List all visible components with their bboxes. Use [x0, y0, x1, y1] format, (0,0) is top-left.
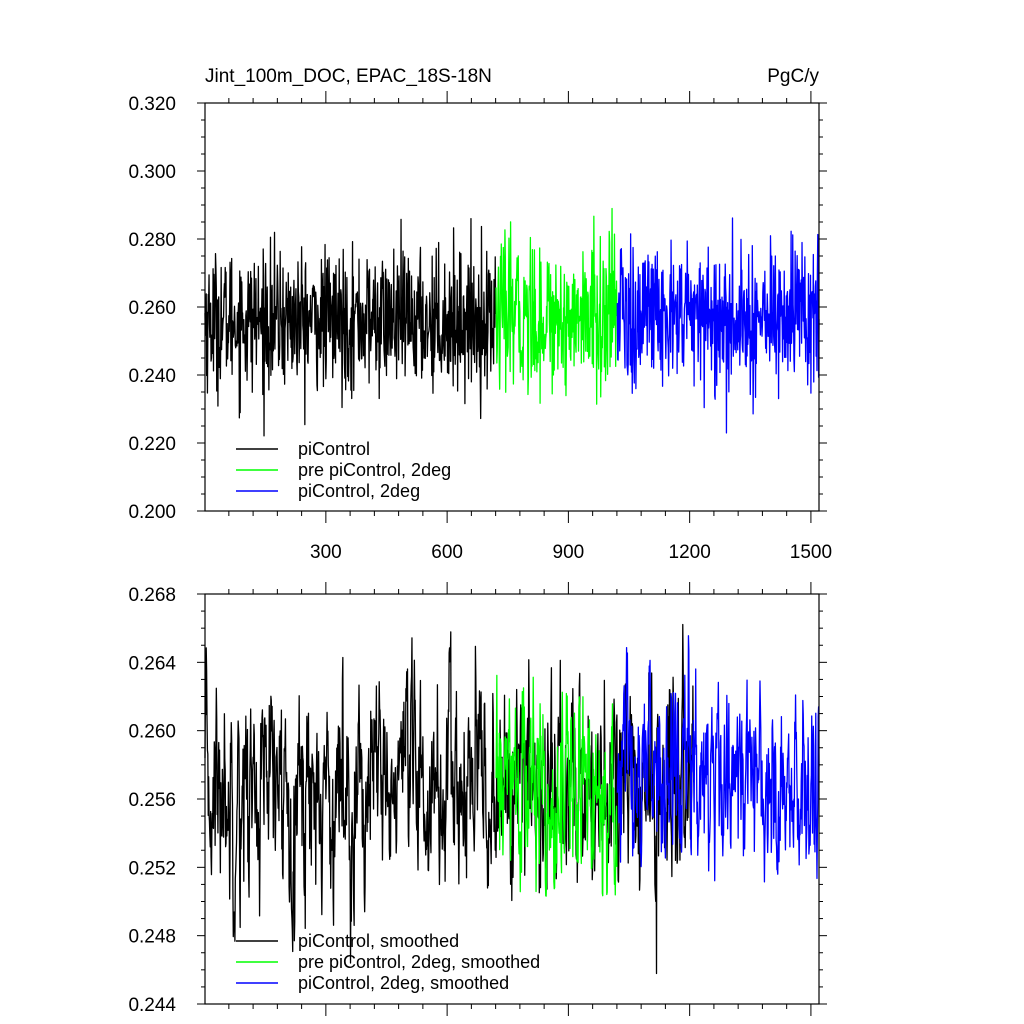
series-line-2 [616, 217, 820, 434]
legend-label: piControl, 2deg [298, 481, 420, 501]
chart-title: Jint_100m_DOC, EPAC_18S-18N [205, 66, 492, 87]
y-tick-label: 0.280 [128, 230, 176, 251]
x-tick-label: 300 [310, 542, 342, 563]
x-tick-label: 1200 [669, 542, 711, 563]
bottom-panel: 0.244 0.248 0.252 0.256 0.260 0.264 0.268 piCon… [128, 582, 827, 1016]
units-label: PgC/y [767, 66, 819, 87]
series-line-2 [616, 635, 820, 883]
top-panel: 0.200 0.220 0.240 0.260 0.280 0.300 0.320 300 60… [128, 91, 832, 563]
y-tick-label: 0.252 [128, 858, 176, 879]
x-tick-label: 1500 [790, 542, 832, 563]
y-tick-label: 0.260 [128, 298, 176, 319]
y-tick-label: 0.200 [128, 502, 176, 523]
y-tick-label: 0.220 [128, 434, 176, 455]
y-tick-label: 0.248 [128, 927, 176, 948]
series-line-1 [495, 207, 618, 405]
x-tick-label: 600 [431, 542, 463, 563]
y-tick-label: 0.244 [128, 995, 176, 1016]
series-line-0 [204, 217, 497, 437]
y-tick-label: 0.256 [128, 790, 176, 811]
legend-label: piControl [298, 439, 370, 459]
y-tick-label: 0.260 [128, 722, 176, 743]
y-tick-label: 0.268 [128, 585, 176, 606]
legend-label: pre piControl, 2deg, smoothed [298, 952, 540, 972]
y-tick-label: 0.300 [128, 162, 176, 183]
y-tick-label: 0.264 [128, 653, 176, 674]
legend-label: piControl, smoothed [298, 931, 459, 951]
series-line-1 [495, 674, 618, 897]
y-tick-label: 0.240 [128, 366, 176, 387]
x-tick-label: 900 [553, 542, 585, 563]
legend-label: pre piControl, 2deg [298, 460, 451, 480]
legend-label: piControl, 2deg, smoothed [298, 973, 509, 993]
y-tick-label: 0.320 [128, 94, 176, 115]
